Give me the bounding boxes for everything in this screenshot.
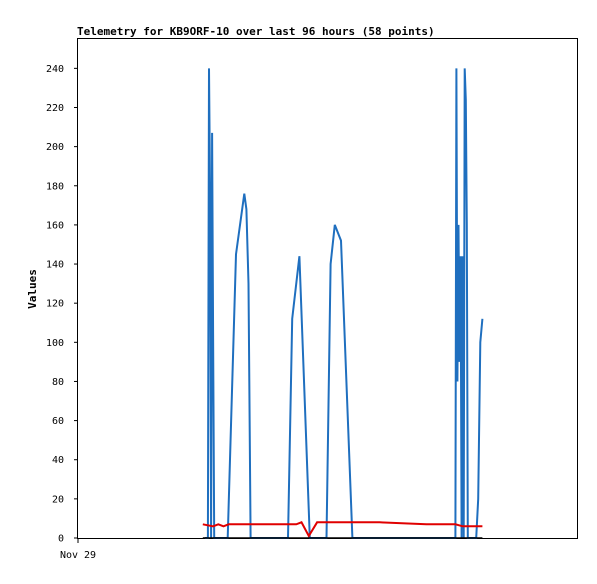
series-layer	[202, 68, 484, 539]
y-tick-label: 40	[52, 455, 64, 466]
series-line-2	[202, 521, 483, 539]
y-tick-label: 60	[52, 416, 64, 427]
y-tick-label: 200	[46, 142, 64, 153]
y-tick-label: 80	[52, 377, 64, 388]
y-tick-label: 140	[46, 260, 64, 271]
y-axis-title: Values	[26, 269, 39, 309]
y-tick-label: 160	[46, 220, 64, 231]
chart-title: Telemetry for KB9ORF-10 over last 96 hou…	[77, 25, 435, 38]
y-axis: 0 20 40 60 80 100 120 140 160 180 200 220 240	[46, 64, 78, 545]
y-tick-label: 120	[46, 299, 64, 310]
y-tick-label: 240	[46, 64, 64, 75]
y-tick-label: 220	[46, 103, 64, 114]
x-tick-label: Nov 29	[60, 550, 96, 561]
x-axis: Nov 29	[60, 538, 96, 561]
y-tick-label: 100	[46, 338, 64, 349]
y-tick-label: 180	[46, 181, 64, 192]
y-tick-label: 20	[52, 494, 64, 505]
y-tick-label: 0	[58, 534, 64, 545]
